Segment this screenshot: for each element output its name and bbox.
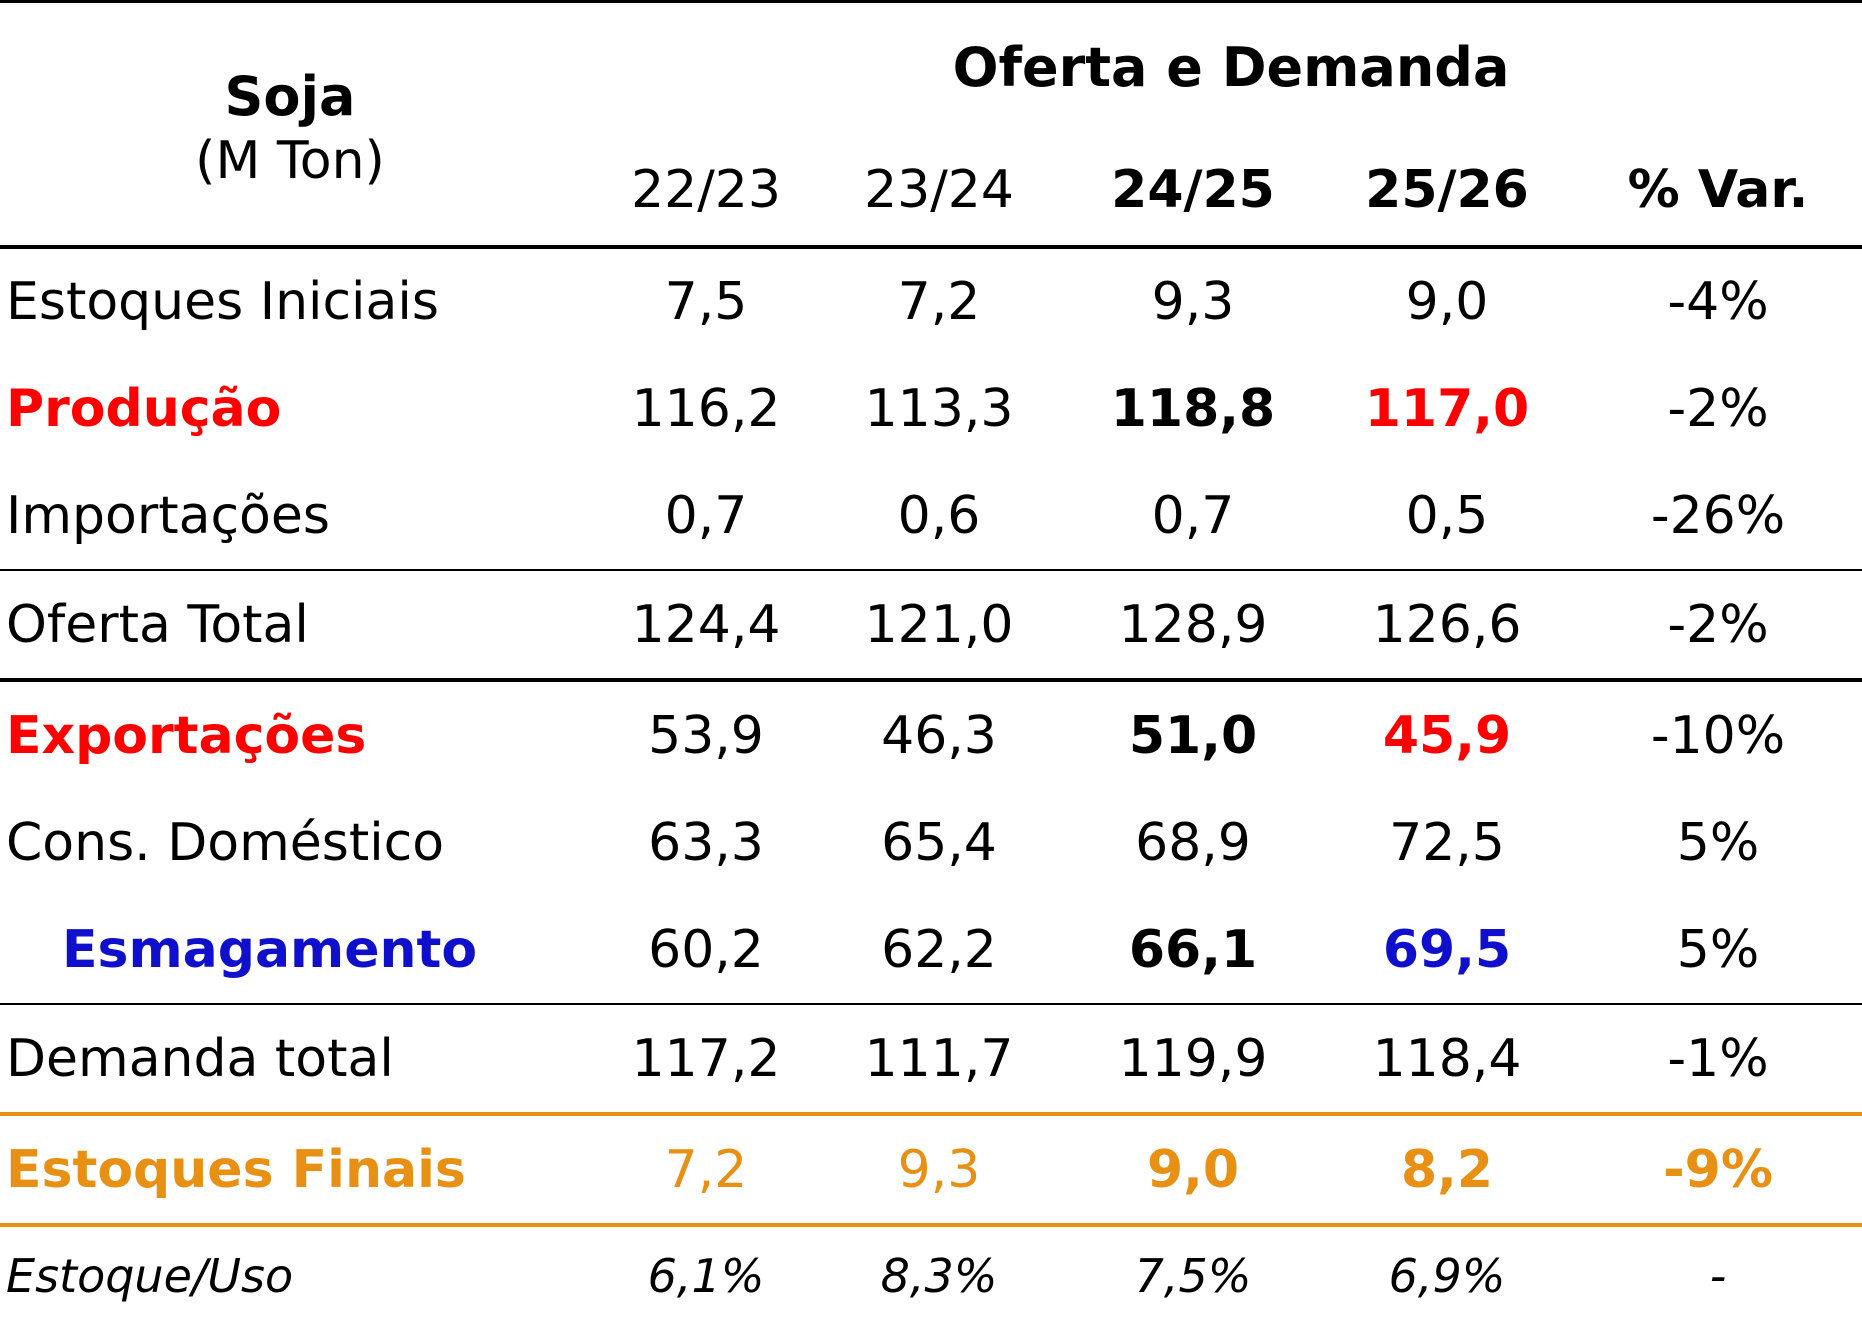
cell: 7,5% bbox=[1134, 1249, 1252, 1303]
cell: 62,2 bbox=[881, 919, 997, 980]
cell: 69,5 bbox=[1382, 919, 1512, 980]
row-label-demanda-total: Demanda total bbox=[0, 1003, 600, 1114]
cell: 7,2 bbox=[600, 1112, 812, 1227]
cell: 6,1% bbox=[647, 1249, 765, 1303]
cell: 113,3 bbox=[864, 378, 1014, 439]
cell: 9,3 bbox=[1151, 271, 1235, 332]
cell-var: -2% bbox=[1667, 378, 1769, 439]
cell: 8,3% bbox=[880, 1249, 998, 1303]
cell: 0,6 bbox=[897, 485, 981, 546]
cell: 118,8 bbox=[1110, 378, 1276, 439]
row-label-estoques-finais: Estoques Finais bbox=[0, 1112, 600, 1227]
table-row: Estoque/Uso 6,1% 8,3% 7,5% 6,9% - bbox=[0, 1225, 1862, 1325]
cell-var: -2% bbox=[1574, 569, 1862, 680]
cell-var: -9% bbox=[1574, 1112, 1862, 1227]
cell: 9,0 bbox=[1066, 1112, 1320, 1227]
row-label-esmagamento: Esmagamento bbox=[62, 919, 478, 980]
cell: 65,4 bbox=[881, 812, 997, 873]
cell: 128,9 bbox=[1066, 569, 1320, 680]
cell: 116,2 bbox=[631, 378, 781, 439]
cell-var: 5% bbox=[1676, 812, 1760, 873]
cell-var: -26% bbox=[1650, 485, 1786, 546]
table-row: Oferta Total 124,4 121,0 128,9 126,6 -2% bbox=[0, 569, 1862, 680]
col-header-25-26: 25/26 bbox=[1365, 160, 1529, 220]
cell-var: 5% bbox=[1676, 919, 1760, 980]
row-label-producao: Produção bbox=[6, 378, 282, 439]
table-row: Estoques Finais 7,2 9,3 9,0 8,2 -9% bbox=[0, 1112, 1862, 1227]
cell: 51,0 bbox=[1066, 678, 1320, 789]
cell: 121,0 bbox=[812, 569, 1066, 680]
col-header-23-24: 23/24 bbox=[864, 160, 1014, 220]
table-row: Esmagamento 60,2 62,2 66,1 69,5 5% bbox=[0, 896, 1862, 1004]
row-label-importacoes: Importações bbox=[6, 485, 330, 546]
table-row: Importações 0,7 0,6 0,7 0,5 -26% bbox=[0, 462, 1862, 570]
cell: 118,4 bbox=[1320, 1003, 1574, 1114]
cell: 7,5 bbox=[664, 271, 748, 332]
cell: 6,9% bbox=[1388, 1249, 1506, 1303]
product-title: Soja bbox=[224, 65, 356, 128]
cell-var: - bbox=[1709, 1249, 1727, 1303]
cell-var: -4% bbox=[1667, 271, 1769, 332]
cell: 46,3 bbox=[812, 678, 1066, 789]
cell: 119,9 bbox=[1066, 1003, 1320, 1114]
header-rule bbox=[0, 245, 1862, 249]
table-row: Exportações 53,9 46,3 51,0 45,9 -10% bbox=[0, 678, 1862, 789]
cell: 126,6 bbox=[1320, 569, 1574, 680]
cell: 66,1 bbox=[1128, 919, 1258, 980]
cell: 7,2 bbox=[897, 271, 981, 332]
cell: 9,0 bbox=[1405, 271, 1489, 332]
cell: 117,0 bbox=[1364, 378, 1530, 439]
row-label-exportacoes: Exportações bbox=[0, 678, 600, 789]
table-row: Cons. Doméstico 63,3 65,4 68,9 72,5 5% bbox=[0, 789, 1862, 896]
cell: 0,7 bbox=[1151, 485, 1235, 546]
cell: 111,7 bbox=[812, 1003, 1066, 1114]
cell: 124,4 bbox=[600, 569, 812, 680]
cell: 68,9 bbox=[1135, 812, 1251, 873]
cell: 8,2 bbox=[1320, 1112, 1574, 1227]
table-row: Demanda total 117,2 111,7 119,9 118,4 -1… bbox=[0, 1003, 1862, 1114]
cell: 9,3 bbox=[812, 1112, 1066, 1227]
cell: 60,2 bbox=[648, 919, 764, 980]
cell-var: -10% bbox=[1574, 678, 1862, 789]
col-header-24-25: 24/25 bbox=[1111, 160, 1275, 220]
cell: 72,5 bbox=[1389, 812, 1505, 873]
row-label-estoques-iniciais: Estoques Iniciais bbox=[6, 271, 439, 332]
table-row: Estoques Iniciais 7,5 7,2 9,3 9,0 -4% bbox=[0, 248, 1862, 355]
row-label-cons-domestico: Cons. Doméstico bbox=[6, 812, 445, 873]
cell: 45,9 bbox=[1320, 678, 1574, 789]
cell-var: -1% bbox=[1574, 1003, 1862, 1114]
cell: 63,3 bbox=[648, 812, 764, 873]
cell: 53,9 bbox=[600, 678, 812, 789]
col-header-22-23: 22/23 bbox=[631, 160, 781, 220]
top-rule bbox=[0, 0, 1862, 3]
unit-label: (M Ton) bbox=[195, 131, 385, 191]
data-table: Estoques Iniciais 7,5 7,2 9,3 9,0 -4% Pr… bbox=[0, 248, 1862, 1325]
cell: 0,7 bbox=[664, 485, 748, 546]
group-header: Oferta e Demanda bbox=[952, 36, 1510, 99]
col-header-pct-var: % Var. bbox=[1627, 160, 1809, 220]
cell: 0,5 bbox=[1405, 485, 1489, 546]
row-label-estoque-uso: Estoque/Uso bbox=[6, 1249, 294, 1303]
row-label-oferta-total: Oferta Total bbox=[0, 569, 600, 680]
cell: 117,2 bbox=[600, 1003, 812, 1114]
table-row: Produção 116,2 113,3 118,8 117,0 -2% bbox=[0, 355, 1862, 462]
